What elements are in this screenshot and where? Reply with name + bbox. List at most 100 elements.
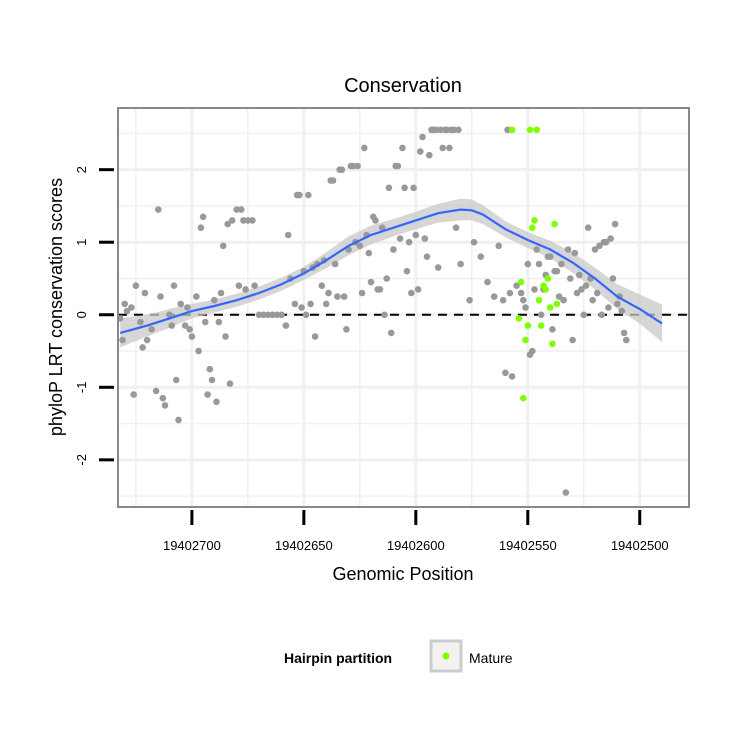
data-point-other bbox=[338, 166, 346, 173]
data-point-other bbox=[249, 217, 256, 224]
data-point-other bbox=[452, 224, 460, 231]
data-point-other bbox=[567, 275, 574, 282]
data-point-other bbox=[564, 246, 572, 253]
data-point-other bbox=[291, 300, 299, 308]
data-point-mature bbox=[520, 394, 527, 402]
data-point-other bbox=[132, 282, 140, 290]
data-point-other bbox=[340, 293, 348, 300]
data-point-other bbox=[137, 318, 144, 326]
data-point-mature bbox=[553, 300, 561, 308]
legend-title: Hairpin partition bbox=[284, 650, 392, 666]
x-axis-label: Genomic Position bbox=[332, 564, 473, 584]
data-point-other bbox=[549, 326, 556, 333]
data-point-other bbox=[470, 238, 478, 246]
data-point-other bbox=[607, 235, 614, 242]
y-tick-label: 1 bbox=[74, 239, 89, 246]
data-point-other bbox=[168, 322, 175, 329]
data-point-mature bbox=[531, 217, 538, 224]
data-point-other bbox=[166, 311, 173, 319]
data-point-other bbox=[499, 296, 507, 304]
data-point-other bbox=[457, 260, 464, 268]
data-point-other bbox=[305, 191, 312, 199]
data-point-other bbox=[177, 300, 184, 308]
data-point-mature bbox=[546, 304, 554, 311]
data-point-other bbox=[307, 300, 314, 308]
grid-lines bbox=[118, 108, 689, 507]
data-point-other bbox=[215, 318, 223, 326]
data-point-other bbox=[401, 184, 408, 192]
legend: Hairpin partition Mature bbox=[284, 639, 513, 673]
data-point-other bbox=[184, 304, 191, 311]
data-point-other bbox=[197, 224, 205, 231]
data-point-other bbox=[495, 242, 503, 250]
data-point-other bbox=[211, 296, 218, 304]
data-point-other bbox=[513, 282, 520, 290]
data-point-other bbox=[329, 177, 337, 184]
smooth-trend-line bbox=[119, 208, 663, 334]
data-point-other bbox=[157, 293, 164, 300]
data-point-mature bbox=[515, 315, 523, 322]
data-point-other bbox=[155, 206, 162, 213]
data-point-other bbox=[219, 242, 227, 250]
data-point-other bbox=[119, 336, 126, 344]
data-point-other bbox=[555, 293, 563, 300]
data-point-other bbox=[376, 286, 384, 293]
data-point-other bbox=[569, 336, 576, 344]
data-point-other bbox=[193, 293, 200, 300]
data-point-other bbox=[412, 231, 420, 239]
x-tick-label: 19402700 bbox=[163, 538, 221, 553]
data-point-other bbox=[143, 336, 151, 344]
data-point-other bbox=[202, 318, 209, 326]
data-point-other bbox=[410, 184, 417, 192]
smooth-confidence-band bbox=[120, 198, 663, 348]
data-point-other bbox=[573, 289, 581, 297]
data-point-mature bbox=[517, 278, 525, 286]
data-point-other bbox=[399, 144, 406, 152]
data-point-other bbox=[403, 267, 411, 275]
data-point-other bbox=[537, 311, 545, 319]
data-point-other bbox=[605, 304, 612, 311]
data-point-mature bbox=[549, 340, 556, 348]
data-point-other bbox=[598, 311, 605, 319]
data-point-other bbox=[602, 238, 610, 246]
data-point-other bbox=[181, 322, 189, 329]
data-point-other bbox=[506, 289, 514, 297]
data-point-other bbox=[408, 289, 415, 297]
data-point-mature bbox=[537, 322, 545, 329]
data-point-other bbox=[251, 282, 258, 290]
series-other-points bbox=[116, 126, 630, 496]
data-point-other bbox=[235, 282, 243, 290]
data-point-other bbox=[172, 376, 180, 384]
data-point-other bbox=[381, 311, 388, 319]
data-point-other bbox=[576, 271, 583, 279]
data-point-other bbox=[396, 235, 404, 242]
data-point-other bbox=[175, 416, 182, 424]
chart-title: Conservation bbox=[344, 75, 462, 97]
data-point-other bbox=[226, 380, 234, 388]
data-point-other bbox=[490, 293, 498, 300]
data-point-other bbox=[208, 376, 216, 384]
data-point-other bbox=[322, 300, 330, 308]
data-point-other bbox=[385, 184, 393, 192]
data-point-other bbox=[123, 307, 131, 315]
y-tick-label: -2 bbox=[74, 454, 89, 466]
data-point-mature bbox=[533, 126, 540, 134]
data-point-other bbox=[426, 151, 433, 159]
data-point-other bbox=[533, 246, 540, 253]
x-axis: 19402700 19402650 19402600 19402550 19402500 bbox=[163, 510, 669, 553]
data-point-mature bbox=[526, 126, 534, 134]
data-point-other bbox=[439, 144, 447, 152]
data-point-mature bbox=[544, 275, 552, 282]
data-point-other bbox=[571, 249, 579, 257]
data-point-other bbox=[522, 304, 529, 311]
data-point-other bbox=[199, 213, 207, 221]
data-point-other bbox=[170, 282, 178, 290]
data-point-other bbox=[365, 249, 373, 257]
data-point-other bbox=[278, 311, 285, 319]
data-point-other bbox=[477, 253, 485, 260]
data-point-mature bbox=[508, 126, 516, 134]
data-point-other bbox=[302, 311, 310, 319]
data-point-mature bbox=[535, 296, 543, 304]
data-point-other bbox=[535, 260, 543, 268]
data-point-other bbox=[387, 329, 395, 337]
